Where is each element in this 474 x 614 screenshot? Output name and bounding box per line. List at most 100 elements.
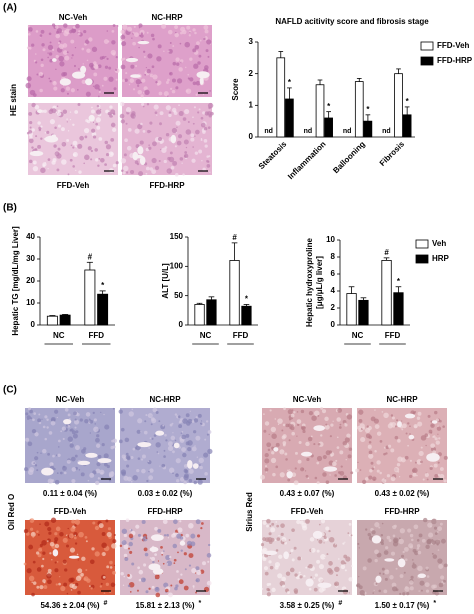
texture xyxy=(336,436,339,439)
texture xyxy=(93,426,99,433)
texture xyxy=(75,169,77,171)
texture xyxy=(71,478,76,484)
micrograph xyxy=(118,407,213,485)
texture xyxy=(338,426,342,429)
texture xyxy=(386,474,391,478)
texture xyxy=(265,465,268,468)
texture xyxy=(132,31,135,34)
texture xyxy=(421,538,426,543)
texture xyxy=(93,72,98,77)
texture xyxy=(283,541,285,544)
texture xyxy=(170,584,173,587)
texture xyxy=(180,26,186,32)
texture xyxy=(28,27,33,32)
texture xyxy=(135,524,140,529)
texture xyxy=(424,472,429,477)
texture xyxy=(264,571,269,576)
texture xyxy=(416,474,418,477)
texture xyxy=(107,527,112,531)
texture xyxy=(29,120,33,125)
y-tick-label: 4 xyxy=(331,286,336,295)
texture xyxy=(120,58,124,61)
vessel xyxy=(44,135,59,143)
texture xyxy=(179,438,185,443)
micrograph xyxy=(120,23,212,98)
texture xyxy=(438,582,444,588)
texture xyxy=(108,479,112,482)
texture xyxy=(358,418,363,423)
texture xyxy=(58,446,60,448)
texture xyxy=(36,567,42,572)
texture xyxy=(191,568,197,574)
x-tick-label: FFD xyxy=(385,331,401,340)
texture xyxy=(53,86,58,91)
texture xyxy=(47,452,51,456)
texture xyxy=(55,526,61,532)
texture xyxy=(54,151,60,157)
texture xyxy=(426,575,430,578)
texture xyxy=(275,521,278,523)
texture xyxy=(192,122,195,125)
texture xyxy=(110,122,116,128)
texture xyxy=(184,41,191,48)
vessel xyxy=(199,76,204,85)
texture xyxy=(67,130,70,132)
texture xyxy=(336,446,340,449)
texture xyxy=(181,430,184,433)
texture xyxy=(369,469,373,473)
texture xyxy=(75,430,79,434)
texture xyxy=(129,550,133,554)
texture xyxy=(33,59,37,63)
texture xyxy=(40,125,43,128)
texture xyxy=(178,424,183,429)
texture xyxy=(61,142,67,147)
texture xyxy=(370,461,374,465)
texture xyxy=(184,568,187,571)
texture xyxy=(97,64,102,69)
texture xyxy=(175,31,177,34)
micrograph xyxy=(119,101,214,177)
texture xyxy=(177,134,183,139)
texture xyxy=(202,167,206,172)
texture xyxy=(98,157,101,160)
texture xyxy=(92,521,96,525)
texture xyxy=(72,153,76,157)
texture xyxy=(192,28,196,32)
vessel xyxy=(77,460,91,466)
texture xyxy=(31,128,35,132)
texture xyxy=(202,111,206,115)
texture xyxy=(55,111,58,113)
texture xyxy=(69,118,72,121)
texture xyxy=(176,62,180,66)
texture xyxy=(71,54,74,57)
texture xyxy=(34,162,36,165)
texture xyxy=(28,130,33,134)
texture xyxy=(160,148,162,151)
texture xyxy=(39,543,43,548)
texture xyxy=(58,55,64,62)
texture xyxy=(183,155,187,158)
texture xyxy=(31,146,34,149)
texture xyxy=(70,144,73,147)
texture xyxy=(168,592,173,598)
texture xyxy=(281,576,286,582)
texture xyxy=(34,456,39,461)
texture xyxy=(136,589,139,592)
texture xyxy=(275,442,280,447)
texture xyxy=(105,152,110,157)
vessel xyxy=(286,471,293,479)
vessel xyxy=(97,458,112,464)
texture xyxy=(378,572,382,575)
texture xyxy=(417,421,423,427)
texture xyxy=(156,114,158,116)
texture xyxy=(261,587,264,590)
vessel xyxy=(130,74,141,78)
texture xyxy=(141,454,146,459)
texture xyxy=(77,568,83,574)
texture xyxy=(288,539,291,541)
texture xyxy=(434,410,438,415)
texture xyxy=(47,44,54,51)
texture xyxy=(73,64,77,68)
image-label: NC-HRP xyxy=(151,13,183,22)
texture xyxy=(103,39,109,44)
